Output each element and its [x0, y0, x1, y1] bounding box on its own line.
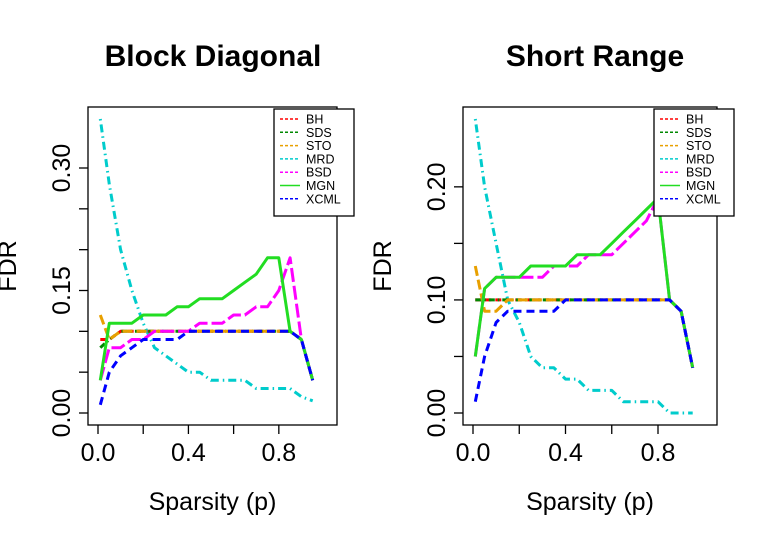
x-tick-label: 0.8	[641, 439, 676, 467]
legend-label-sds: SDS	[686, 126, 712, 140]
legend-label-mrd: MRD	[686, 152, 714, 166]
legend-label-bh: BH	[686, 113, 703, 127]
legend-label-sto: STO	[306, 139, 332, 153]
x-tick-label: 0.0	[81, 439, 116, 467]
x-tick-label: 0.4	[548, 439, 583, 467]
x-tick-label: 0.4	[171, 439, 206, 467]
chart-panel-2: Short Range 0.0 0.4 0.8 0.00 0.10 0.20 Sparsity…	[369, 40, 735, 516]
plot-frame	[462, 106, 718, 426]
x-tick-label: 0.0	[456, 439, 491, 467]
legend-label-mrd: MRD	[306, 152, 334, 166]
chart-title: Short Range	[506, 40, 684, 73]
series-line-sto	[98, 314, 315, 381]
legend-label-xcml: XCML	[686, 192, 721, 206]
y-axis-label: FDR	[369, 240, 397, 291]
legend-label-bh: BH	[306, 113, 323, 127]
legend-label-xcml: XCML	[306, 192, 341, 206]
x-tick-label: 0.8	[261, 439, 296, 467]
series-line-xcml	[98, 329, 315, 406]
series-line-mrd	[473, 118, 693, 415]
chart-panel-1: Block Diagonal 0.0 0.4 0.8 0.00 0.15 0.30 Spars…	[0, 40, 355, 516]
legend-label-bsd: BSD	[686, 166, 712, 180]
series-line-bsd	[98, 256, 315, 381]
y-tick-label: 0.15	[48, 266, 76, 315]
y-tick-label: 0.00	[48, 389, 76, 438]
series-line-mgn	[473, 196, 695, 369]
y-axis-label: FDR	[0, 240, 22, 291]
y-tick-label: 0.00	[423, 389, 451, 438]
legend-label-sto: STO	[686, 139, 712, 153]
x-axis-label: Sparsity (p)	[526, 488, 654, 516]
legend-label-mgn: MGN	[686, 179, 715, 193]
plot-frame	[87, 106, 338, 426]
legend-label-bsd: BSD	[306, 166, 332, 180]
series-line-mgn	[98, 256, 315, 381]
y-tick-label: 0.30	[48, 144, 76, 193]
series-line-xcml	[473, 298, 695, 403]
y-tick-label: 0.10	[423, 276, 451, 325]
legend-label-sds: SDS	[306, 126, 332, 140]
y-tick-label: 0.20	[423, 163, 451, 212]
legend-label-mgn: MGN	[306, 179, 335, 193]
chart-title: Block Diagonal	[105, 40, 322, 73]
x-axis-label: Sparsity (p)	[149, 488, 277, 516]
series-line-sto	[473, 265, 695, 369]
